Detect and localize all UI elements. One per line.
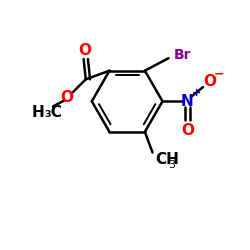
Text: Br: Br: [174, 48, 191, 62]
Text: O: O: [204, 74, 216, 88]
Text: O: O: [61, 90, 74, 105]
Text: O: O: [78, 43, 91, 58]
Text: CH: CH: [156, 152, 180, 167]
Text: +: +: [192, 88, 201, 98]
Text: H: H: [32, 106, 44, 120]
Text: O: O: [181, 123, 194, 138]
Text: −: −: [214, 68, 224, 81]
Text: 3: 3: [168, 160, 175, 170]
Text: N: N: [181, 94, 194, 109]
Text: ₃C: ₃C: [44, 106, 62, 120]
